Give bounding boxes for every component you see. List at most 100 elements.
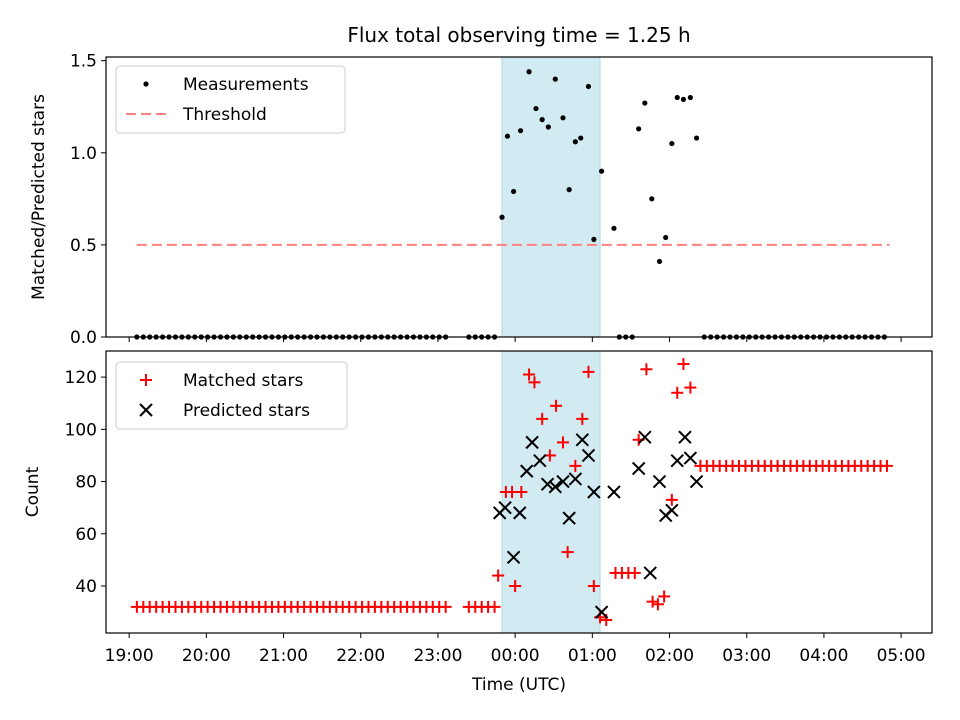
chart-title: Flux total observing time = 1.25 h — [347, 23, 690, 47]
x-tick-label: 04:00 — [799, 646, 848, 666]
top-axes-frame — [105, 56, 933, 338]
x-tick-label: 01:00 — [568, 646, 617, 666]
x-tick-label: 19:00 — [105, 646, 154, 666]
cross-b — [643, 566, 657, 580]
cross-b — [513, 506, 527, 520]
cross-b — [575, 433, 590, 447]
x-axis-label: Time (UTC) — [471, 675, 566, 695]
matched-point — [684, 381, 697, 394]
measurement-point — [539, 117, 545, 123]
measurement-point — [504, 133, 511, 139]
measurement-point — [642, 100, 648, 106]
top-y-label: Matched/Predicted stars — [29, 94, 49, 300]
measurement-point — [560, 115, 566, 121]
predicted-point — [643, 566, 657, 580]
cross-b — [520, 464, 534, 478]
measurement-point — [526, 69, 532, 75]
measurement-point — [533, 105, 539, 112]
matched-point — [528, 376, 541, 389]
cross-b — [631, 461, 646, 476]
top-highlight-span — [501, 56, 601, 338]
matched-point — [671, 386, 684, 399]
measurement-point — [578, 135, 584, 141]
matched-series — [130, 358, 893, 626]
matched-point — [646, 595, 659, 608]
measurement-point — [680, 96, 687, 102]
matched-point — [439, 600, 452, 613]
cross-b — [533, 453, 547, 468]
cross-b — [678, 430, 692, 444]
measurement-point — [636, 126, 642, 132]
predicted-point — [631, 461, 646, 476]
predicted-point — [594, 605, 609, 619]
measurement-point — [572, 139, 578, 145]
measurement-point — [510, 188, 517, 195]
measurement-point — [499, 214, 505, 220]
top-y-tick-label: 1.5 — [70, 52, 97, 72]
matched-point — [587, 580, 600, 592]
predicted-point — [689, 474, 704, 489]
bottom-axes-frame — [105, 350, 933, 634]
bottom-y-tick-label: 40 — [75, 577, 97, 597]
x-tick-label: 05:00 — [877, 646, 926, 666]
matched-point — [651, 598, 664, 611]
cross-b — [581, 448, 596, 463]
predicted-point — [652, 474, 667, 489]
measurement-point — [663, 234, 669, 241]
predicted-point — [678, 430, 692, 444]
predicted-point — [525, 435, 539, 450]
legend-predicted-label: Predicted stars — [183, 401, 310, 421]
legend-measurements-label: Measurements — [183, 75, 309, 95]
top-y-axis: 0.0 0.5 1.0 1.5 — [70, 52, 106, 348]
predicted-series — [492, 430, 704, 619]
matched-point — [561, 546, 574, 559]
bottom-y-tick-label: 100 — [65, 420, 97, 440]
cross-b — [594, 605, 609, 619]
x-tick-label: 22:00 — [336, 646, 385, 666]
measurement-point — [545, 124, 551, 130]
matched-point — [515, 486, 528, 498]
predicted-point — [540, 477, 555, 491]
predicted-point — [665, 503, 679, 517]
matched-point — [569, 459, 582, 472]
bottom-panel: 40 60 80 100 120 19:00 20:00 21:00 22:00 23:00 00… — [23, 350, 933, 695]
matched-point — [880, 459, 893, 472]
predicted-point — [498, 500, 512, 515]
legend-predicted-marker — [139, 403, 153, 417]
cross-b — [689, 474, 704, 489]
legend-matched-marker — [140, 374, 152, 386]
predicted-point — [575, 433, 590, 447]
legend-matched-label: Matched stars — [183, 371, 303, 391]
bottom-x-axis: 19:00 20:00 21:00 22:00 23:00 00:00 01:00 02:00… — [105, 633, 926, 666]
matched-point — [523, 368, 536, 381]
top-legend-box — [115, 65, 346, 134]
predicted-point — [520, 464, 534, 478]
matched-point — [640, 363, 653, 376]
matched-point — [658, 590, 671, 603]
measurement-point — [566, 187, 572, 193]
matched-point — [576, 412, 589, 425]
x-tick-label: 03:00 — [722, 646, 771, 666]
cross-b — [540, 477, 555, 491]
cross-b — [506, 550, 521, 564]
cross-b — [683, 451, 698, 465]
bottom-y-label: Count — [23, 466, 43, 517]
cross-b — [670, 453, 684, 468]
cross-b — [498, 500, 512, 515]
bottom-y-axis: 40 60 80 100 120 — [65, 368, 106, 597]
predicted-point — [607, 485, 621, 499]
top-y-tick-label: 1.0 — [70, 144, 97, 164]
measurement-point — [656, 258, 663, 265]
cross-b — [665, 503, 679, 517]
cross-b — [548, 480, 562, 494]
top-y-tick-label: 0.5 — [70, 236, 97, 256]
top-panel: 0.0 0.5 1.0 1.5 Matched/Predicted stars Mea… — [29, 52, 933, 348]
cross-b — [556, 474, 570, 489]
matched-point — [628, 566, 641, 579]
cross-b — [568, 472, 583, 486]
matched-point — [509, 580, 522, 592]
cross-b — [607, 485, 621, 499]
measurement-point — [552, 76, 558, 82]
predicted-point — [683, 451, 698, 465]
